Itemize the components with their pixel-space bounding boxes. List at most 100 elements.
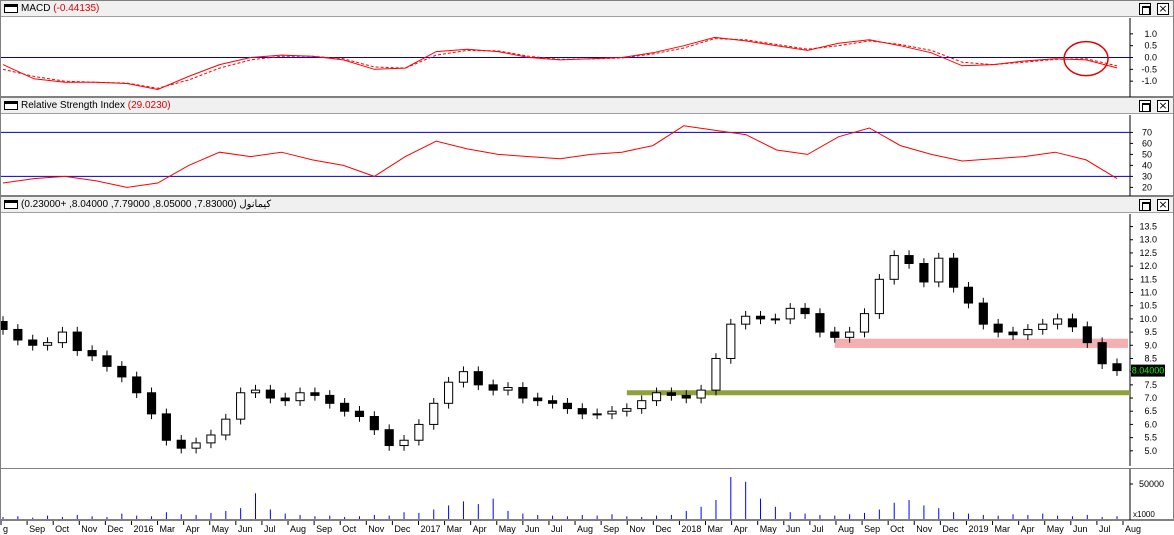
time-tick-label: Oct xyxy=(342,524,357,534)
time-tick-label: Oct xyxy=(890,524,905,534)
y-tick-label: 12.0 xyxy=(1139,261,1157,271)
candle-body xyxy=(1053,318,1063,325)
y-tick-label: 10.5 xyxy=(1139,301,1157,311)
time-tick-label: Jul xyxy=(1099,524,1111,534)
candle-body xyxy=(354,410,365,418)
macd-pane[interactable]: MACD (-0.44135) × 1.0 0.5 0.0 -0.5 -1.0 xyxy=(0,0,1174,97)
current-price-label: 8.04000 xyxy=(1132,366,1165,376)
candle-body xyxy=(562,402,573,410)
candle-body xyxy=(1097,342,1107,365)
candle-body xyxy=(681,394,691,399)
candle-body xyxy=(310,392,320,396)
time-tick-label: May xyxy=(499,524,517,534)
time-tick-label: Nov xyxy=(916,524,933,534)
candle-body xyxy=(340,402,350,412)
macd-pane-header: MACD (-0.44135) × xyxy=(1,1,1173,17)
candle-body xyxy=(72,331,82,352)
current-price-badge xyxy=(1131,364,1165,377)
y-tick-label: 9.5 xyxy=(1144,327,1157,337)
candle-body xyxy=(607,410,617,415)
price-pane[interactable]: كيمانول (7.83000, 8.05000, 7.79000, 8.04… xyxy=(0,196,1174,520)
candle-body xyxy=(518,386,528,399)
time-tick-label: May xyxy=(1047,524,1065,534)
time-tick-label: Nov xyxy=(368,524,385,534)
time-tick-label: Dec xyxy=(655,524,672,534)
candle-body xyxy=(102,355,112,367)
candle-body xyxy=(488,384,498,391)
y-tick-label: 11.0 xyxy=(1140,288,1157,298)
time-tick-label: 2018 xyxy=(681,524,701,534)
y-tick-label: 7.0 xyxy=(1144,393,1157,403)
y-tick-label: 1.0 xyxy=(1144,29,1157,39)
candle-body xyxy=(934,257,944,283)
macd-maximize-icon[interactable] xyxy=(1139,3,1151,15)
candle-body xyxy=(963,286,974,304)
candle-body xyxy=(369,416,379,431)
candle-body xyxy=(577,408,587,415)
time-tick-label: Oct xyxy=(55,524,70,534)
candle-body xyxy=(1008,331,1018,336)
price-close-icon[interactable]: × xyxy=(1157,198,1169,211)
y-tick-label: 12.5 xyxy=(1139,248,1157,258)
candle-body xyxy=(206,434,216,444)
price-maximize-icon[interactable] xyxy=(1139,199,1151,211)
candle-body xyxy=(1023,328,1033,336)
candle-body xyxy=(919,262,929,283)
candle-body xyxy=(859,313,870,333)
price-chart: 13.5 13.0 12.5 12.0 11.5 11.0 10.5 10.0 9.5 9.0 8.… xyxy=(1,214,1165,466)
rsi-maximize-icon[interactable] xyxy=(1139,100,1151,112)
y-tick-label: 10.0 xyxy=(1139,314,1157,324)
y-tick-label: 13.0 xyxy=(1139,235,1157,245)
rsi-pane[interactable]: Relative Strength Index (29.0230) × 70 60… xyxy=(0,97,1174,196)
candle-body xyxy=(146,392,157,415)
time-tick-label: Apr xyxy=(186,524,200,534)
time-tick-label: Aug xyxy=(838,524,854,534)
macd-pane-title: MACD (-0.44135) xyxy=(21,3,100,14)
candle-body xyxy=(1082,326,1092,344)
candle-body xyxy=(191,442,201,449)
pane-icon xyxy=(4,200,18,209)
y-tick-label: 9.0 xyxy=(1144,340,1157,350)
y-tick-label: 8.5 xyxy=(1144,353,1157,363)
candle-body xyxy=(444,381,454,404)
candle-body xyxy=(622,408,632,412)
candle-body xyxy=(993,323,1003,333)
candle-body xyxy=(1,321,8,330)
pane-icon xyxy=(4,101,18,110)
candle-body xyxy=(637,400,647,410)
candle-body xyxy=(429,402,439,425)
y-tick-label: 20 xyxy=(1142,182,1152,192)
candle-body xyxy=(726,323,736,359)
time-tick-label: Mar xyxy=(995,524,1011,534)
candle-body xyxy=(221,418,231,436)
time-tick-label: Jun xyxy=(525,524,540,534)
candle-body xyxy=(42,342,53,346)
rsi-close-icon[interactable]: × xyxy=(1157,99,1169,112)
macd-close-icon[interactable]: × xyxy=(1157,2,1169,15)
time-tick-label: Jul xyxy=(812,524,824,534)
rsi-pane-title: Relative Strength Index (29.0230) xyxy=(21,100,171,111)
time-tick-label: Jul xyxy=(551,524,563,534)
candle-body xyxy=(117,365,127,378)
y-tick-label: 11.5 xyxy=(1140,274,1157,284)
candle-body xyxy=(711,357,721,391)
time-tick-label: g xyxy=(3,524,8,534)
candle-body xyxy=(132,376,142,394)
macd-chart: 1.0 0.5 0.0-0.5 -1.0 xyxy=(1,18,1157,97)
y-tick-label: -0.5 xyxy=(1141,64,1157,74)
y-tick-label: 7.5 xyxy=(1144,380,1157,390)
candle-body xyxy=(280,397,290,402)
y-tick-label: 13.5 xyxy=(1139,222,1157,232)
time-tick-label: Nov xyxy=(629,524,646,534)
candle-body xyxy=(755,315,766,320)
candle-body xyxy=(696,389,706,399)
time-tick-label: Apr xyxy=(473,524,487,534)
candle-body xyxy=(384,429,394,447)
time-tick-label: Dec xyxy=(942,524,959,534)
candle-body xyxy=(1112,363,1122,372)
time-axis: g Sep Oct Nov Dec 2016 Mar Apr May Jun Jul Aug Sep Oc… xyxy=(0,520,1174,535)
macd-line xyxy=(2,36,1118,91)
support-zone-band xyxy=(834,338,1128,348)
candle-body xyxy=(666,392,676,396)
